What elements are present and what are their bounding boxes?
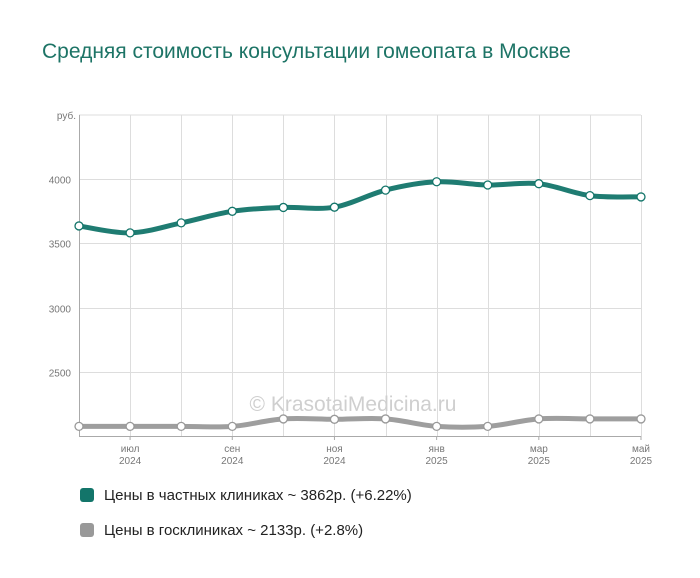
x-tick-year: 2025 xyxy=(630,456,653,467)
x-tick-year: 2024 xyxy=(221,456,244,467)
data-point xyxy=(483,421,493,432)
series-0 xyxy=(74,177,646,238)
legend-label-private: Цены в частных клиниках ~ 3862р. (+6.22%… xyxy=(104,486,412,504)
x-tick-month: июл xyxy=(121,444,140,455)
legend: Цены в частных клиниках ~ 3862р. (+6.22%… xyxy=(80,486,412,556)
data-point xyxy=(636,414,646,424)
data-point xyxy=(74,221,84,231)
data-point xyxy=(125,421,135,432)
chart-title: Средняя стоимость консультации гомеопата… xyxy=(42,40,571,63)
data-point xyxy=(278,414,289,424)
data-point xyxy=(176,421,186,432)
data-point xyxy=(585,414,595,424)
data-point xyxy=(329,414,340,424)
tick-layer: 2500300035004000июл2024сен2024ноя2024янв… xyxy=(49,176,653,468)
data-point xyxy=(125,228,135,238)
series-line xyxy=(76,415,644,430)
data-point xyxy=(534,179,544,189)
legend-swatch-private xyxy=(80,488,94,502)
x-tick-month: сен xyxy=(224,444,240,455)
data-point xyxy=(227,206,237,216)
x-tick-month: май xyxy=(632,444,650,455)
y-tick-label: 2500 xyxy=(49,369,72,380)
series-1 xyxy=(74,414,646,432)
legend-swatch-state xyxy=(80,523,94,537)
legend-item-private[interactable]: Цены в частных клиниках ~ 3862р. (+6.22%… xyxy=(80,486,412,504)
series-layer xyxy=(74,177,646,432)
y-tick-label: 3000 xyxy=(49,305,72,316)
x-tick-month: ноя xyxy=(326,444,343,455)
data-point xyxy=(278,202,289,213)
x-tick-month: янв xyxy=(429,444,445,455)
data-point xyxy=(380,185,391,195)
data-point xyxy=(585,190,595,201)
data-point xyxy=(483,180,493,190)
data-point xyxy=(329,202,340,212)
data-point xyxy=(227,421,237,432)
data-point xyxy=(431,177,442,187)
series-line xyxy=(76,179,644,236)
data-point xyxy=(380,414,391,424)
data-point xyxy=(176,218,186,228)
x-tick-year: 2025 xyxy=(426,456,449,467)
data-point xyxy=(534,414,544,424)
data-point xyxy=(431,421,442,432)
y-tick-label: 4000 xyxy=(49,176,72,187)
watermark: © KrasotaiMedicina.ru xyxy=(250,393,457,416)
legend-label-state: Цены в госклиниках ~ 2133р. (+2.8%) xyxy=(104,521,364,539)
x-tick-year: 2024 xyxy=(119,456,142,467)
x-tick-year: 2025 xyxy=(528,456,551,467)
y-axis-unit-label: руб. xyxy=(57,110,76,122)
y-tick-label: 3500 xyxy=(49,240,72,251)
data-point xyxy=(74,421,84,432)
data-point xyxy=(636,192,646,202)
grid-layer xyxy=(79,114,642,437)
x-tick-month: мар xyxy=(530,444,548,455)
x-tick-year: 2024 xyxy=(323,456,346,467)
legend-item-state[interactable]: Цены в госклиниках ~ 2133р. (+2.8%) xyxy=(80,521,412,539)
